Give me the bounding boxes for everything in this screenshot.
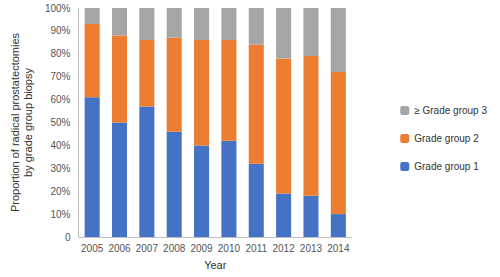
svg-text:2009: 2009 (190, 243, 213, 254)
svg-text:30%: 30% (50, 163, 70, 174)
svg-text:20%: 20% (50, 186, 70, 197)
svg-text:70%: 70% (50, 71, 70, 82)
svg-text:2005: 2005 (81, 243, 104, 254)
svg-text:100%: 100% (45, 3, 71, 14)
svg-text:60%: 60% (50, 94, 70, 105)
svg-text:90%: 90% (50, 25, 70, 36)
svg-text:2014: 2014 (327, 243, 350, 254)
svg-text:Proportion of radical prostate: Proportion of radical prostatectomies (9, 32, 21, 212)
svg-text:50%: 50% (50, 117, 70, 128)
svg-text:2011: 2011 (246, 243, 268, 254)
svg-text:0: 0 (65, 232, 71, 243)
svg-text:2007: 2007 (136, 243, 159, 254)
svg-text:≥ Grade group 3: ≥ Grade group 3 (414, 105, 487, 116)
svg-text:40%: 40% (50, 140, 70, 151)
svg-text:80%: 80% (50, 48, 70, 59)
svg-text:2010: 2010 (218, 243, 241, 254)
svg-text:Grade group 2: Grade group 2 (414, 133, 479, 144)
svg-text:2013: 2013 (300, 243, 323, 254)
svg-text:Grade group 1: Grade group 1 (414, 161, 479, 172)
svg-text:by grade group biopsy: by grade group biopsy (22, 68, 34, 177)
svg-text:2012: 2012 (272, 243, 295, 254)
svg-text:2008: 2008 (163, 243, 186, 254)
svg-text:10%: 10% (50, 209, 70, 220)
svg-text:Year: Year (204, 259, 227, 271)
svg-text:2006: 2006 (108, 243, 131, 254)
